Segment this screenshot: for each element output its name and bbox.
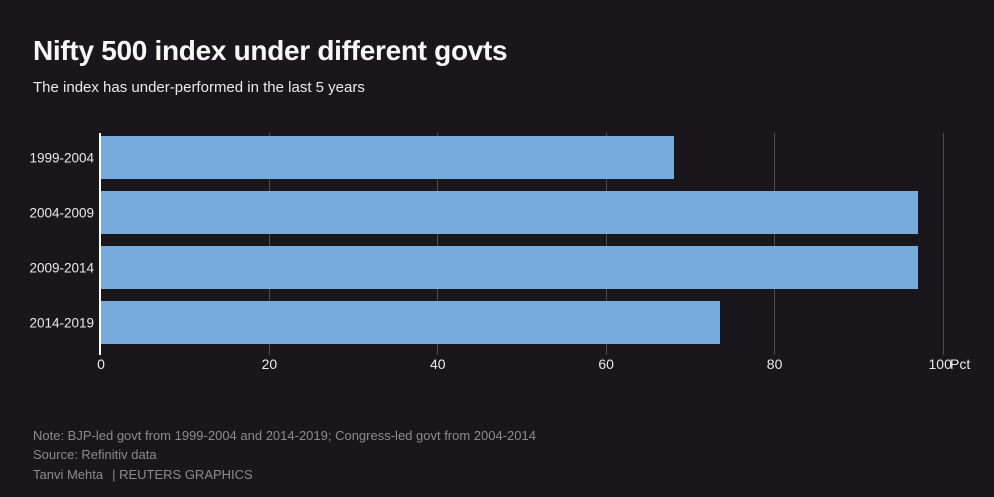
gridline — [942, 133, 944, 355]
chart-footer: Note: BJP-led govt from 1999-2004 and 20… — [33, 426, 536, 484]
footer-note: Note: BJP-led govt from 1999-2004 and 20… — [33, 428, 536, 443]
x-tick-label: 60 — [598, 356, 614, 372]
chart-subtitle: The index has under-performed in the las… — [33, 79, 365, 96]
gridline — [268, 133, 270, 355]
x-axis-unit-label: Pct — [950, 356, 971, 372]
category-label: 1999-2004 — [29, 149, 94, 165]
gridline — [605, 133, 607, 355]
bar — [101, 136, 674, 179]
plot-area — [99, 133, 993, 355]
footer-source: Source: Refinitiv data — [33, 447, 157, 463]
footer-credit: | REUTERS GRAPHICS — [112, 466, 253, 482]
x-tick-label: 0 — [97, 356, 105, 372]
chart-title: Nifty 500 index under different govts — [33, 35, 508, 66]
footer-byline: Tanvi Mehta — [33, 466, 104, 482]
x-tick-label: 100 — [928, 356, 952, 372]
x-tick-label: 20 — [261, 356, 278, 372]
category-label: 2004-2009 — [29, 204, 94, 220]
gridline — [437, 133, 439, 355]
category-label: 2014-2019 — [29, 314, 94, 330]
gridline — [774, 133, 776, 355]
category-label: 2009-2014 — [29, 259, 94, 275]
bar — [101, 246, 918, 289]
bar — [101, 301, 720, 344]
footer-byline-row: Tanvi Mehta | REUTERS GRAPHICS — [33, 465, 536, 484]
y-axis-line — [99, 133, 101, 355]
x-tick-label: 40 — [430, 356, 446, 372]
x-tick-label: 80 — [766, 356, 783, 372]
bar — [101, 191, 918, 234]
